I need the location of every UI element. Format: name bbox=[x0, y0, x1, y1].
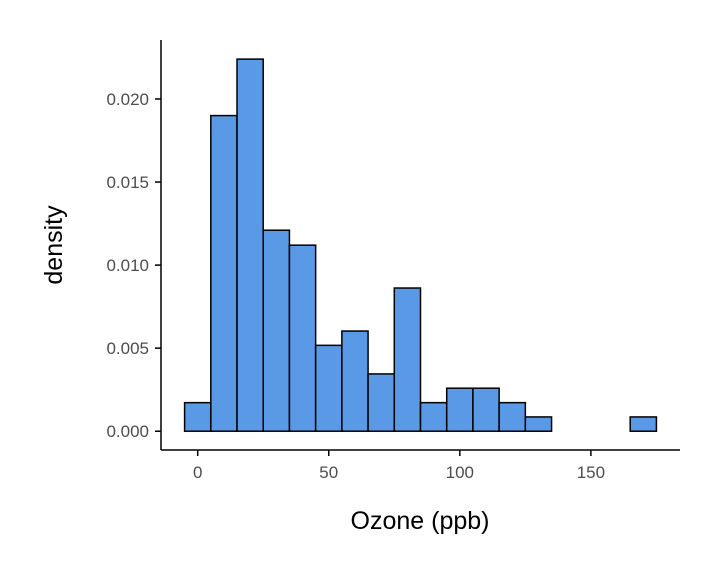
histogram-bar bbox=[419, 401, 448, 432]
x-tick-label: 50 bbox=[319, 463, 338, 482]
histogram-bar bbox=[314, 344, 343, 432]
y-tick-label: 0.020 bbox=[106, 90, 149, 109]
histogram-bar bbox=[498, 401, 527, 432]
y-tick-label: 0.010 bbox=[106, 256, 149, 275]
histogram-bar bbox=[445, 387, 474, 432]
x-axis-ticks: 0 50 100 150 bbox=[193, 450, 605, 482]
histogram-bar bbox=[367, 373, 396, 432]
x-tick-label: 150 bbox=[577, 463, 605, 482]
histogram-bar bbox=[341, 330, 369, 432]
histogram-bar bbox=[288, 244, 317, 432]
y-axis-title: density bbox=[40, 205, 68, 285]
histogram-bar bbox=[183, 401, 212, 432]
y-tick-label: 0.015 bbox=[106, 173, 149, 192]
histogram-bar bbox=[236, 58, 264, 432]
histogram-bar bbox=[472, 387, 500, 432]
histogram-bar bbox=[393, 287, 422, 432]
y-axis-ticks: 0.000 0.005 0.010 0.015 0.020 bbox=[106, 90, 161, 441]
histogram-bars bbox=[183, 58, 658, 432]
histogram-bar bbox=[629, 416, 658, 432]
y-tick-label: 0.005 bbox=[106, 339, 149, 358]
histogram-bar bbox=[210, 114, 238, 432]
histogram-bar bbox=[524, 416, 553, 432]
histogram-bar bbox=[262, 229, 291, 432]
x-tick-label: 100 bbox=[446, 463, 474, 482]
x-tick-label: 0 bbox=[193, 463, 202, 482]
x-axis-title: Ozone (ppb) bbox=[351, 507, 490, 535]
y-tick-label: 0.000 bbox=[106, 422, 149, 441]
